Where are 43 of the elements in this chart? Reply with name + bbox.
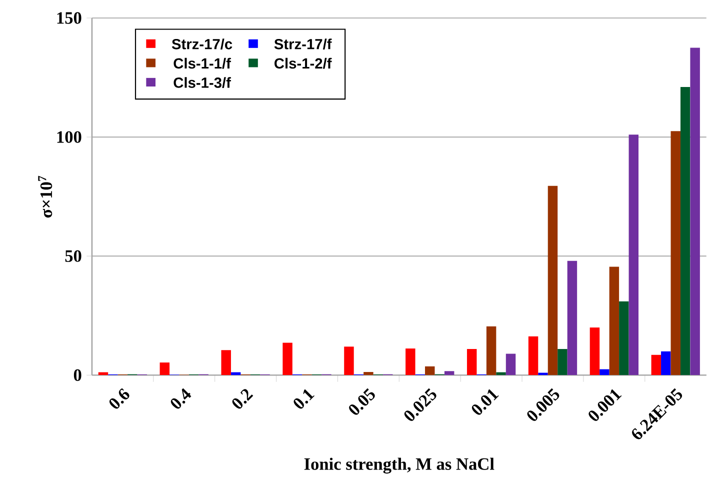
- x-tick-label: 0.1: [294, 389, 315, 409]
- bar: [628, 134, 638, 376]
- bar: [425, 366, 435, 376]
- bar: [486, 326, 496, 376]
- bar: [496, 372, 506, 376]
- bar: [506, 354, 516, 376]
- legend-label: Cls-1-3/f: [174, 77, 231, 88]
- y-tick-label: 0: [74, 369, 82, 382]
- x-tick-label: 0.6: [109, 388, 130, 409]
- bar: [466, 349, 477, 376]
- y-tick-label: 100: [57, 131, 82, 144]
- bar: [567, 260, 578, 376]
- x-tick-label: 0.2: [232, 389, 254, 409]
- x-axis-title: Ionic strength, M as NaCl: [304, 458, 494, 474]
- bar: [160, 362, 170, 376]
- y-tick-label: 150: [57, 12, 82, 24]
- bar: [344, 346, 354, 376]
- bar: [282, 342, 292, 376]
- bar: [528, 336, 538, 376]
- x-tick-label: 0.01: [472, 389, 499, 415]
- bar: [680, 87, 690, 376]
- bar: [690, 48, 700, 376]
- legend-label: Cls-1-1/f: [174, 58, 231, 69]
- bar: [590, 328, 600, 376]
- bar: [670, 131, 680, 376]
- x-tick-label: 0.4: [170, 388, 192, 409]
- bar: [651, 355, 662, 376]
- y-tick-label: 50: [65, 250, 82, 262]
- x-tick-label: 0.05: [349, 388, 375, 415]
- bar: [221, 350, 231, 376]
- bar: [600, 369, 610, 376]
- bar: [609, 266, 620, 376]
- legend-label: Cls-1-2/f: [274, 58, 332, 69]
- y-axis-title: σ×10$^{7}$: [38, 176, 52, 218]
- bar: [619, 301, 629, 376]
- bar: [558, 349, 568, 376]
- bar: [364, 372, 374, 376]
- bar: [661, 351, 671, 376]
- bar: [406, 348, 416, 376]
- legend-label: Strz-17/f: [274, 38, 332, 50]
- bar: [548, 186, 558, 376]
- bar: [444, 371, 454, 376]
- legend-label: Strz-17/c: [172, 38, 232, 50]
